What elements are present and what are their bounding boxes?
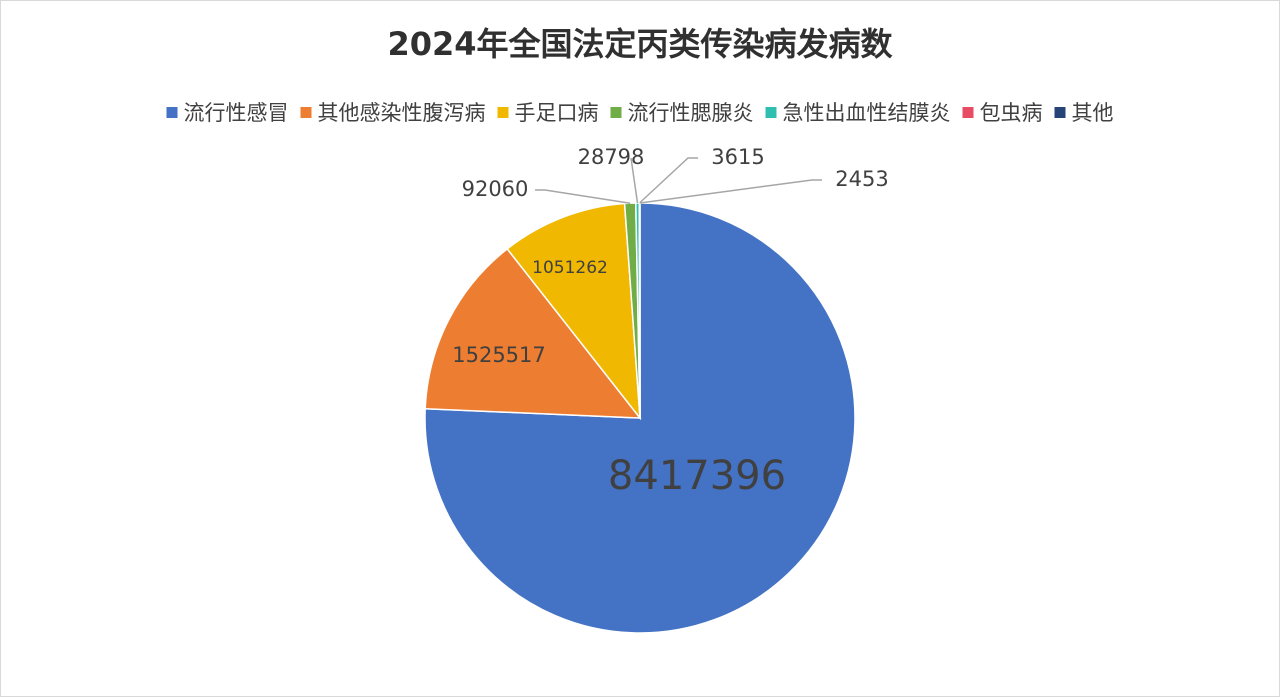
- legend-item: 流行性腮腺炎: [610, 101, 754, 125]
- legend-label: 流行性感冒: [184, 101, 289, 125]
- leader-line: [535, 189, 631, 204]
- leader-line: [630, 157, 639, 204]
- data-label: 1051262: [532, 258, 608, 278]
- legend-swatch: [497, 107, 509, 118]
- data-label: 92060: [462, 177, 529, 201]
- legend-swatch: [1054, 107, 1066, 118]
- data-label: 8417396: [608, 453, 786, 499]
- legend-label: 手足口病: [515, 101, 599, 125]
- data-label: 1525517: [452, 343, 546, 367]
- legend-swatch: [962, 107, 974, 118]
- legend-label: 包虫病: [980, 101, 1043, 125]
- leader-line: [638, 157, 698, 204]
- legend-label: 其他感染性腹泻病: [318, 101, 486, 125]
- legend-item: 包虫病: [962, 101, 1043, 125]
- pie-slice: [506, 202, 641, 421]
- legend-swatch: [610, 107, 622, 118]
- legend-item: 急性出血性结膜炎: [765, 101, 951, 125]
- leader-line: [639, 179, 822, 204]
- legend-item: 手足口病: [497, 101, 599, 125]
- data-label: 3615: [711, 145, 764, 169]
- legend-label: 其他: [1072, 101, 1114, 125]
- data-label: 2453: [835, 167, 888, 191]
- legend-swatch: [765, 107, 777, 118]
- legend-item: 流行性感冒: [166, 101, 289, 125]
- legend-swatch: [300, 107, 312, 118]
- legend-item: 其他: [1054, 101, 1114, 125]
- legend-swatch: [166, 107, 178, 118]
- legend-label: 急性出血性结膜炎: [783, 101, 951, 125]
- pie-slice: [424, 202, 856, 634]
- pie: 8417396 1525517 1051262 92060 28798 3615 2453: [424, 145, 889, 634]
- legend: 流行性感冒 其他感染性腹泻病 手足口病 流行性腮腺炎 急性出血性结膜炎 包虫病 其他: [166, 101, 1114, 125]
- legend-label: 流行性腮腺炎: [628, 101, 754, 125]
- pie-slice: [424, 247, 642, 419]
- legend-item: 其他感染性腹泻病: [300, 101, 486, 125]
- data-label: 28798: [578, 145, 645, 169]
- chart-title: 2024年全国法定丙类传染病发病数: [387, 25, 893, 63]
